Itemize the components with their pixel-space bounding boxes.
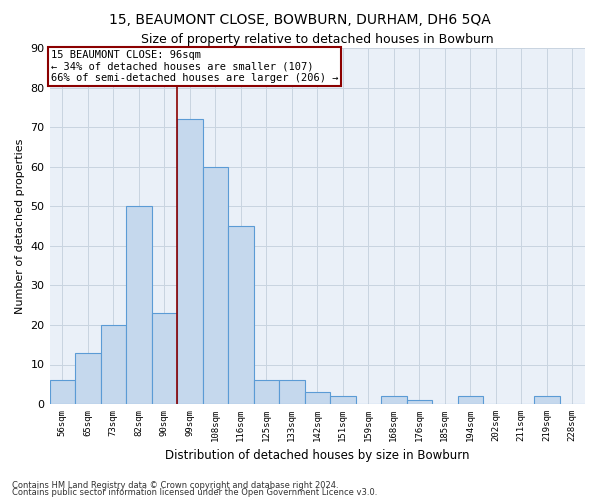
Bar bbox=[75, 352, 101, 404]
Bar bbox=[228, 226, 254, 404]
Bar bbox=[330, 396, 356, 404]
Bar bbox=[203, 166, 228, 404]
Bar bbox=[279, 380, 305, 404]
Text: 15 BEAUMONT CLOSE: 96sqm
← 34% of detached houses are smaller (107)
66% of semi-: 15 BEAUMONT CLOSE: 96sqm ← 34% of detach… bbox=[51, 50, 338, 83]
Bar bbox=[152, 313, 177, 404]
X-axis label: Distribution of detached houses by size in Bowburn: Distribution of detached houses by size … bbox=[165, 450, 470, 462]
Bar bbox=[534, 396, 560, 404]
Bar bbox=[126, 206, 152, 404]
Y-axis label: Number of detached properties: Number of detached properties bbox=[15, 138, 25, 314]
Bar bbox=[381, 396, 407, 404]
Bar bbox=[254, 380, 279, 404]
Text: Contains HM Land Registry data © Crown copyright and database right 2024.: Contains HM Land Registry data © Crown c… bbox=[12, 480, 338, 490]
Bar bbox=[177, 120, 203, 404]
Bar bbox=[305, 392, 330, 404]
Bar bbox=[50, 380, 75, 404]
Text: Contains public sector information licensed under the Open Government Licence v3: Contains public sector information licen… bbox=[12, 488, 377, 497]
Title: Size of property relative to detached houses in Bowburn: Size of property relative to detached ho… bbox=[141, 32, 494, 46]
Bar bbox=[407, 400, 432, 404]
Bar bbox=[101, 325, 126, 404]
Bar bbox=[458, 396, 483, 404]
Text: 15, BEAUMONT CLOSE, BOWBURN, DURHAM, DH6 5QA: 15, BEAUMONT CLOSE, BOWBURN, DURHAM, DH6… bbox=[109, 12, 491, 26]
